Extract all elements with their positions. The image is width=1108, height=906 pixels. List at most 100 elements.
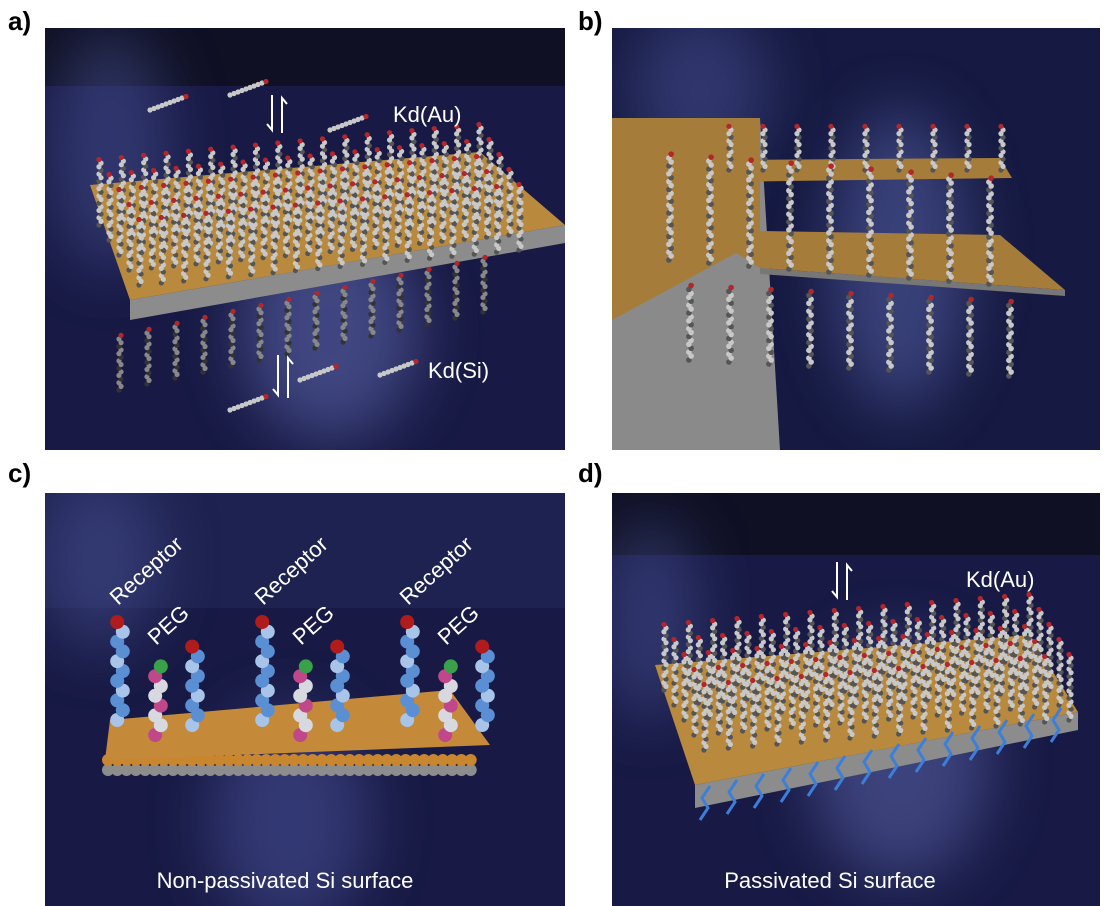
atom [998,626,1003,631]
atom [315,200,320,205]
atom [1046,622,1051,627]
atom [701,682,706,687]
atom [832,608,837,613]
atom [496,152,501,157]
atom [740,663,745,668]
atom [876,636,881,641]
atom [807,610,812,615]
atom [171,198,176,203]
atom [988,175,994,181]
atom [803,642,808,647]
atom [183,94,188,99]
atom [365,132,370,137]
atom [1066,652,1071,657]
atom [118,333,123,338]
annotation: Kd(Au) [966,567,1034,592]
atom [964,124,969,129]
atom [696,635,701,640]
atom [1008,641,1013,646]
atom [216,194,221,199]
atom [275,140,280,145]
atom [426,267,431,272]
atom [817,625,822,630]
atom [688,283,694,289]
atom [429,158,434,163]
atom [794,124,799,129]
atom [206,179,211,184]
panel-c [40,470,565,906]
atom [1002,594,1007,599]
atom [475,640,489,654]
atom [930,124,935,129]
atom [258,303,263,308]
atom [96,157,101,162]
atom [872,668,877,673]
atom [330,151,335,156]
atom [139,185,144,190]
atom [253,142,258,147]
atom [263,157,268,162]
atom [708,154,714,160]
atom [293,202,298,207]
atom [706,650,711,655]
atom [852,638,857,643]
atom [333,364,338,369]
atom [963,613,968,618]
atom [250,175,255,180]
atom [106,172,111,177]
atom [260,190,265,195]
atom [413,359,418,364]
atom [202,315,207,320]
atom [764,661,769,666]
panel-label: c) [8,458,31,488]
atom [375,147,380,152]
atom [350,181,355,186]
atom [837,655,842,660]
atom [983,643,988,648]
atom [186,149,191,154]
atom [203,211,208,216]
atom [338,198,343,203]
atom [449,188,454,193]
atom [908,169,914,175]
atom [789,659,794,664]
panel-label: d) [578,458,603,488]
atom [1026,592,1031,597]
atom [848,291,854,297]
atom [484,169,489,174]
atom [823,672,828,677]
atom [183,181,188,186]
atom [783,612,788,617]
atom [720,633,725,638]
atom [352,149,357,154]
atom [318,168,323,173]
caption: Passivated Si surface [724,868,936,893]
atom [163,151,168,156]
atom [283,187,288,192]
annotation: Kd(Si) [428,358,489,383]
atom [299,659,313,673]
atom [228,177,233,182]
atom [681,652,686,657]
atom [119,155,124,160]
atom [174,321,179,326]
atom [226,209,231,214]
atom [116,187,121,192]
atom [196,164,201,169]
atom [750,678,755,683]
atom [286,297,291,302]
atom [409,128,414,133]
atom [890,619,895,624]
atom [340,166,345,171]
atom [476,122,481,127]
atom [716,665,721,670]
atom [185,640,199,654]
atom [151,168,156,173]
atom [1042,654,1047,659]
atom [968,297,974,303]
atom [159,215,164,220]
atom [298,138,303,143]
atom [342,285,347,290]
atom [1018,656,1023,661]
atom [427,190,432,195]
